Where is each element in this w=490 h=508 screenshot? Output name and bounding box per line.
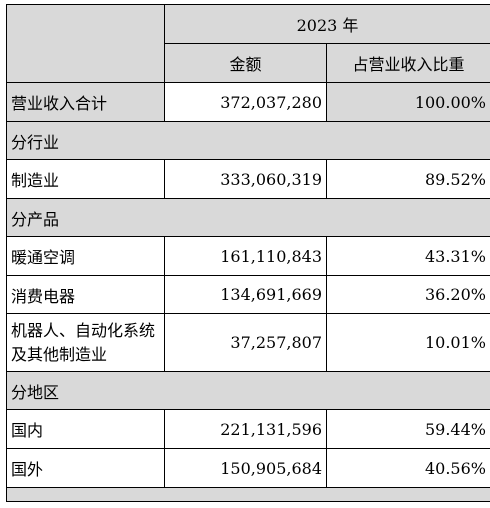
amount-column-header: 金额 [164, 43, 327, 83]
table-row: 暖通空调 161,110,843 43.31% [6, 236, 490, 276]
total-amount: 372,037,280 [164, 82, 327, 122]
header-row-year: 2023 年 [6, 4, 490, 83]
section-label-industry: 分行业 [6, 121, 490, 160]
row-ratio: 10.01% [326, 313, 490, 372]
ratio-column-header: 占营业收入比重 [326, 43, 490, 83]
table-row: 国外 150,905,684 40.56% [6, 448, 490, 488]
row-amount: 150,905,684 [164, 448, 327, 488]
table-row: 机器人、自动化系统及其他制造业 37,257,807 10.01% [6, 313, 490, 372]
row-ratio: 43.31% [326, 236, 490, 276]
revenue-table: 2023 年 金额 占营业收入比重 营业收入合计 372,037,280 100… [6, 4, 490, 502]
table-row: 国内 221,131,596 59.44% [6, 409, 490, 449]
row-label: 消费电器 [6, 275, 165, 314]
total-ratio: 100.00% [326, 82, 490, 122]
row-ratio: 59.44% [326, 409, 490, 449]
section-row-region: 分地区 [6, 371, 490, 410]
row-label: 制造业 [6, 159, 165, 199]
section-row-product: 分产品 [6, 198, 490, 237]
row-ratio: 40.56% [326, 448, 490, 488]
row-label: 国内 [6, 409, 165, 449]
table-tail-cell [6, 487, 490, 502]
section-label-product: 分产品 [6, 198, 490, 237]
row-amount: 37,257,807 [164, 313, 327, 372]
table-row: 制造业 333,060,319 89.52% [6, 159, 490, 199]
row-label: 机器人、自动化系统及其他制造业 [6, 313, 165, 372]
row-amount: 134,691,669 [164, 275, 327, 314]
total-row: 营业收入合计 372,037,280 100.00% [6, 82, 490, 122]
section-row-industry: 分行业 [6, 121, 490, 160]
total-label: 营业收入合计 [6, 82, 165, 122]
table-tail-row [6, 487, 490, 502]
section-label-region: 分地区 [6, 371, 490, 410]
row-amount: 333,060,319 [164, 159, 327, 199]
row-amount: 221,131,596 [164, 409, 327, 449]
year-header: 2023 年 [164, 4, 490, 44]
header-corner-cell [6, 4, 165, 83]
row-ratio: 36.20% [326, 275, 490, 314]
row-amount: 161,110,843 [164, 236, 327, 276]
row-label: 暖通空调 [6, 236, 165, 276]
row-label: 国外 [6, 448, 165, 488]
table-row: 消费电器 134,691,669 36.20% [6, 275, 490, 314]
row-ratio: 89.52% [326, 159, 490, 199]
